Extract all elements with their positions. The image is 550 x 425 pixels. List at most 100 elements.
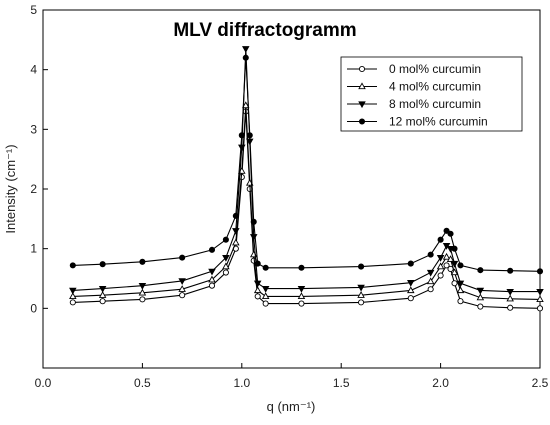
data-point	[456, 280, 465, 288]
data-point	[407, 260, 414, 267]
y-tick-label: 2	[30, 182, 37, 196]
data-point	[357, 284, 365, 292]
data-point	[407, 280, 415, 287]
data-point	[232, 238, 240, 246]
data-point	[298, 300, 305, 307]
data-point	[447, 230, 454, 237]
data-point	[507, 267, 514, 274]
legend-entry: 8 mol% curcumin	[347, 97, 481, 111]
y-tick-label: 5	[30, 3, 37, 17]
data-point	[232, 212, 239, 219]
legend-label: 8 mol% curcumin	[389, 97, 481, 111]
data-point	[536, 288, 544, 296]
data-point	[179, 254, 186, 261]
legend-entry: 0 mol% curcumin	[347, 62, 481, 76]
series-line	[72, 105, 541, 300]
data-point	[222, 254, 230, 262]
y-axis-label: Intensity (cm⁻¹)	[3, 144, 18, 233]
data-point	[298, 264, 305, 271]
data-point	[69, 292, 77, 300]
legend-marker	[358, 65, 366, 73]
x-axis-label: q (nm⁻¹)	[267, 399, 316, 414]
data-point	[254, 293, 261, 300]
data-point	[253, 280, 262, 288]
data-point	[253, 286, 262, 294]
data-point	[261, 292, 270, 300]
data-point	[246, 132, 253, 139]
data-point	[232, 228, 240, 235]
data-point	[262, 300, 269, 307]
legend: 0 mol% curcumin 4 mol% curcumin 8 mol% cur…	[340, 56, 523, 132]
data-point	[69, 262, 76, 269]
data-point	[456, 286, 465, 294]
series-1	[69, 108, 544, 312]
y-tick-label: 0	[30, 301, 37, 315]
legend-marker	[358, 82, 366, 90]
data-point	[450, 260, 459, 268]
data-point	[138, 288, 147, 296]
data-point	[536, 268, 544, 275]
data-point	[179, 292, 186, 299]
data-point	[457, 298, 464, 305]
x-tick-label: 0.5	[134, 376, 151, 390]
chart-title: MLV diffractogramm	[173, 20, 356, 41]
data-point	[506, 294, 514, 302]
data-point	[451, 280, 458, 287]
data-point	[443, 227, 450, 234]
data-point	[238, 132, 245, 139]
data-point	[536, 305, 544, 312]
series-3	[69, 46, 544, 296]
series-layer	[69, 46, 544, 312]
data-point	[238, 144, 246, 152]
x-tick-label: 2.0	[432, 376, 449, 390]
axis-ticks: 0.0 0.5 1.0 1.5 2.0 2.5 0 1 2 3 4 5	[30, 3, 548, 390]
data-point	[99, 298, 106, 305]
data-point	[443, 262, 450, 269]
x-tick-label: 0.0	[35, 376, 52, 390]
data-point	[437, 272, 444, 279]
data-point	[427, 251, 434, 258]
x-tick-label: 2.5	[532, 376, 549, 390]
data-point	[477, 267, 484, 274]
data-point	[436, 254, 445, 262]
data-point	[476, 287, 485, 295]
y-tick-label: 3	[30, 122, 37, 136]
data-point	[436, 262, 445, 270]
data-point	[476, 293, 485, 301]
y-tick-label: 4	[30, 63, 37, 77]
data-point	[446, 255, 455, 263]
data-point	[358, 299, 365, 306]
data-point	[261, 285, 270, 293]
legend-marker	[358, 101, 366, 109]
legend-label: 12 mol% curcumin	[389, 115, 488, 129]
data-point	[69, 287, 77, 295]
series-4	[69, 54, 544, 275]
data-point	[98, 291, 107, 298]
data-point	[178, 278, 186, 286]
data-point	[208, 282, 216, 289]
data-point	[242, 46, 250, 53]
data-point	[457, 262, 464, 269]
data-point	[242, 101, 250, 109]
data-point	[477, 303, 484, 310]
data-point	[222, 269, 229, 276]
data-point	[427, 286, 434, 293]
data-point	[242, 54, 249, 61]
series-2	[69, 101, 544, 303]
data-point	[208, 268, 216, 276]
data-point	[451, 245, 458, 252]
data-point	[426, 277, 435, 285]
data-point	[69, 299, 76, 306]
legend-label: 4 mol% curcumin	[389, 80, 481, 94]
data-point	[450, 268, 459, 276]
data-point	[442, 252, 451, 260]
data-point	[407, 295, 414, 302]
data-point	[507, 304, 514, 311]
data-point	[426, 269, 435, 277]
data-point	[222, 262, 230, 270]
y-tick-label: 1	[30, 242, 37, 256]
data-point	[536, 295, 544, 303]
data-point	[178, 285, 186, 292]
data-point	[138, 283, 147, 290]
